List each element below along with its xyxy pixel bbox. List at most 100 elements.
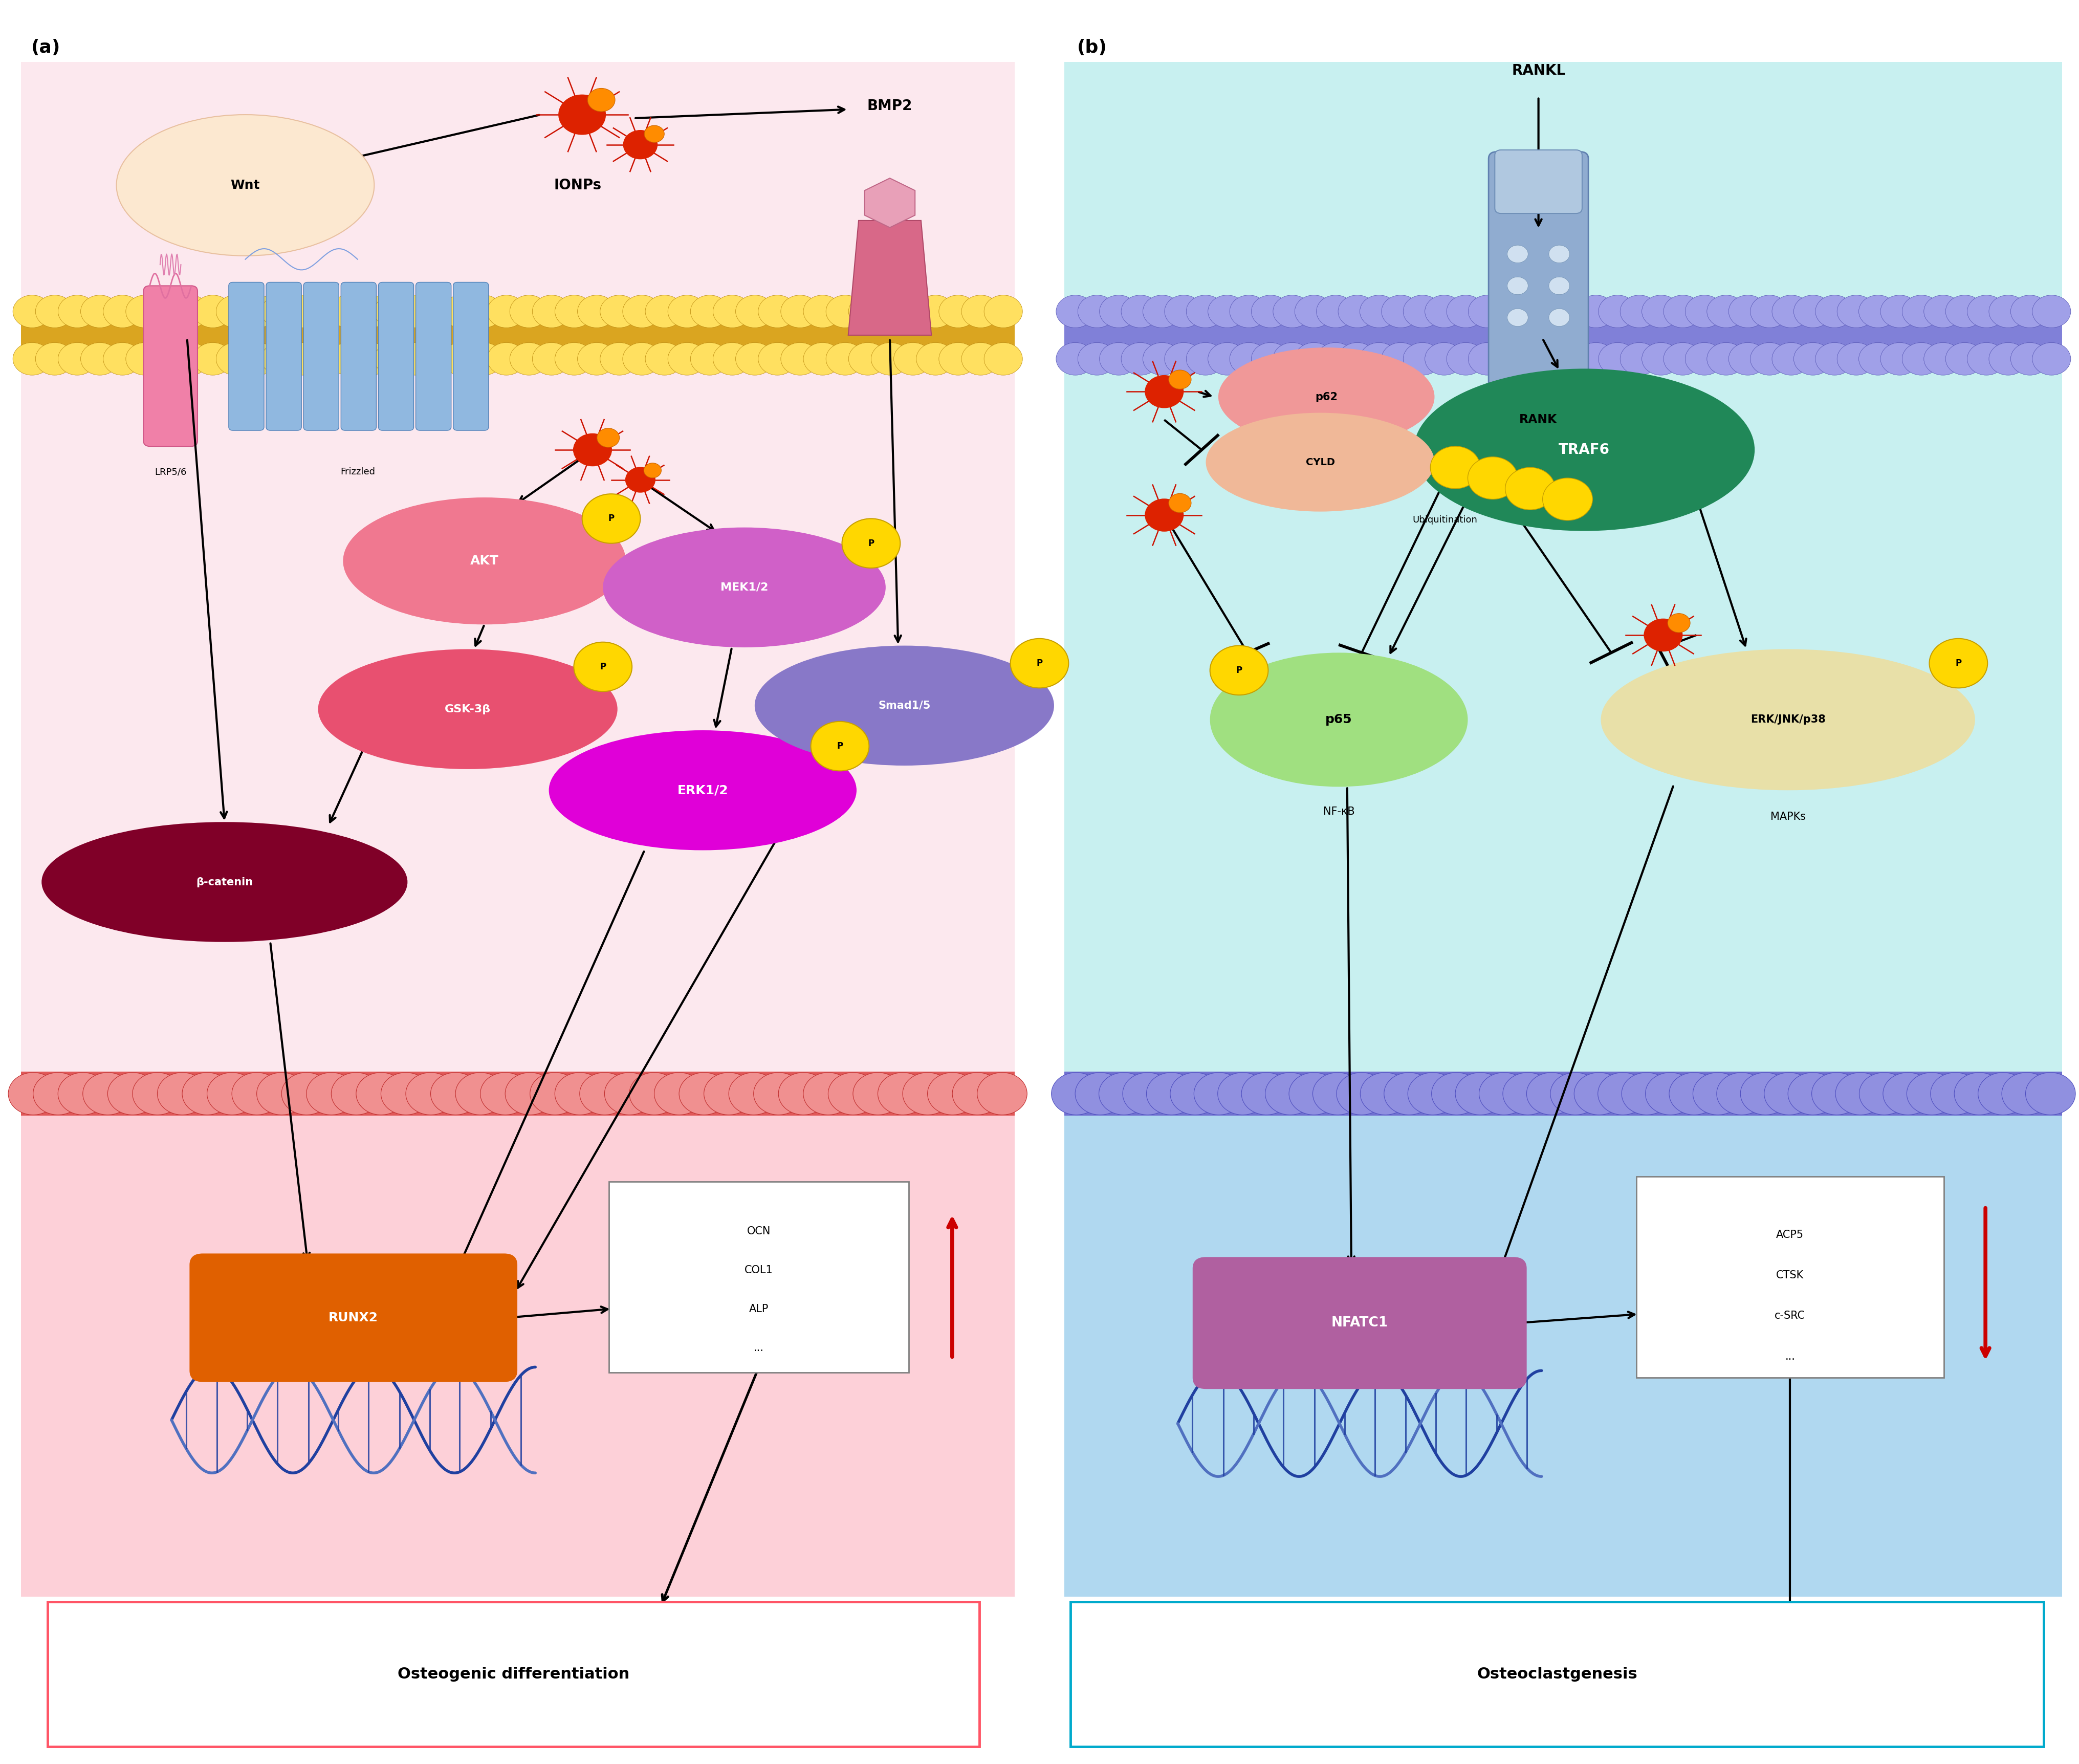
- Circle shape: [170, 295, 210, 328]
- Circle shape: [667, 295, 707, 328]
- Circle shape: [1272, 342, 1312, 376]
- Circle shape: [2033, 295, 2071, 328]
- Circle shape: [1146, 1073, 1195, 1115]
- Circle shape: [1977, 1073, 2027, 1115]
- Circle shape: [1967, 342, 2006, 376]
- Text: Smad1/5: Smad1/5: [877, 700, 931, 711]
- Circle shape: [1576, 295, 1615, 328]
- Circle shape: [848, 342, 888, 376]
- Circle shape: [1360, 342, 1399, 376]
- Circle shape: [1946, 295, 1983, 328]
- Ellipse shape: [318, 649, 617, 769]
- Circle shape: [356, 1073, 405, 1115]
- Circle shape: [1555, 295, 1593, 328]
- Circle shape: [1511, 295, 1551, 328]
- Circle shape: [1193, 1073, 1243, 1115]
- Circle shape: [1599, 1073, 1649, 1115]
- Circle shape: [2025, 1073, 2075, 1115]
- Text: P: P: [1237, 665, 1241, 676]
- Circle shape: [1503, 1073, 1553, 1115]
- Circle shape: [624, 131, 657, 159]
- Circle shape: [480, 1073, 530, 1115]
- Circle shape: [1599, 295, 1636, 328]
- Circle shape: [239, 295, 277, 328]
- Circle shape: [443, 342, 480, 376]
- Text: ERK1/2: ERK1/2: [678, 785, 728, 796]
- Ellipse shape: [42, 822, 407, 942]
- Circle shape: [1403, 342, 1441, 376]
- Circle shape: [582, 494, 640, 543]
- Text: CYLD: CYLD: [1306, 457, 1335, 467]
- Circle shape: [1170, 1073, 1220, 1115]
- Circle shape: [1491, 342, 1528, 376]
- Circle shape: [1316, 342, 1356, 376]
- Circle shape: [374, 342, 412, 376]
- Circle shape: [1622, 1073, 1672, 1115]
- Circle shape: [1295, 342, 1333, 376]
- Text: P: P: [1037, 658, 1042, 669]
- Text: IONPs: IONPs: [555, 178, 601, 192]
- Text: p62: p62: [1316, 392, 1337, 402]
- Circle shape: [509, 342, 549, 376]
- Circle shape: [1468, 457, 1518, 499]
- Circle shape: [825, 295, 865, 328]
- FancyBboxPatch shape: [378, 282, 414, 430]
- FancyBboxPatch shape: [1489, 152, 1588, 392]
- Ellipse shape: [549, 730, 857, 850]
- Circle shape: [559, 95, 605, 134]
- Circle shape: [1815, 295, 1854, 328]
- Circle shape: [827, 1073, 877, 1115]
- Circle shape: [1751, 295, 1788, 328]
- Circle shape: [58, 1073, 108, 1115]
- Circle shape: [1923, 295, 1963, 328]
- Circle shape: [1123, 1073, 1173, 1115]
- Circle shape: [1121, 342, 1160, 376]
- Circle shape: [1266, 1073, 1316, 1115]
- Circle shape: [1075, 1073, 1125, 1115]
- Text: P: P: [601, 662, 605, 672]
- Circle shape: [580, 1073, 630, 1115]
- Circle shape: [464, 342, 503, 376]
- Circle shape: [736, 342, 773, 376]
- Circle shape: [12, 342, 52, 376]
- Circle shape: [256, 1073, 306, 1115]
- Text: GSK-3β: GSK-3β: [445, 704, 491, 714]
- Circle shape: [736, 295, 773, 328]
- Circle shape: [1432, 1073, 1482, 1115]
- Circle shape: [397, 342, 435, 376]
- Circle shape: [1507, 245, 1528, 263]
- Text: P: P: [609, 513, 613, 524]
- Circle shape: [464, 295, 503, 328]
- FancyBboxPatch shape: [21, 62, 1015, 1596]
- Circle shape: [960, 342, 1000, 376]
- Text: Osteoclastgenesis: Osteoclastgenesis: [1476, 1667, 1638, 1681]
- Circle shape: [1879, 295, 1919, 328]
- Circle shape: [127, 295, 164, 328]
- Circle shape: [216, 295, 254, 328]
- FancyBboxPatch shape: [21, 1071, 1015, 1115]
- Circle shape: [1272, 295, 1312, 328]
- Circle shape: [1468, 342, 1507, 376]
- Circle shape: [532, 295, 572, 328]
- Circle shape: [1765, 1073, 1815, 1115]
- Circle shape: [1576, 342, 1615, 376]
- Circle shape: [1771, 342, 1811, 376]
- Ellipse shape: [116, 115, 374, 256]
- Circle shape: [759, 295, 796, 328]
- Circle shape: [486, 342, 526, 376]
- Text: NF-κB: NF-κB: [1322, 806, 1356, 817]
- Text: RANK: RANK: [1520, 415, 1557, 425]
- Circle shape: [852, 1073, 902, 1115]
- Text: OCN: OCN: [746, 1226, 771, 1237]
- Circle shape: [1229, 295, 1268, 328]
- Circle shape: [1424, 342, 1464, 376]
- Circle shape: [509, 295, 549, 328]
- Circle shape: [1549, 277, 1570, 295]
- Circle shape: [239, 342, 277, 376]
- Circle shape: [601, 342, 638, 376]
- Circle shape: [983, 295, 1023, 328]
- Circle shape: [1707, 342, 1746, 376]
- Circle shape: [216, 342, 254, 376]
- Circle shape: [1931, 1073, 1981, 1115]
- Circle shape: [782, 342, 819, 376]
